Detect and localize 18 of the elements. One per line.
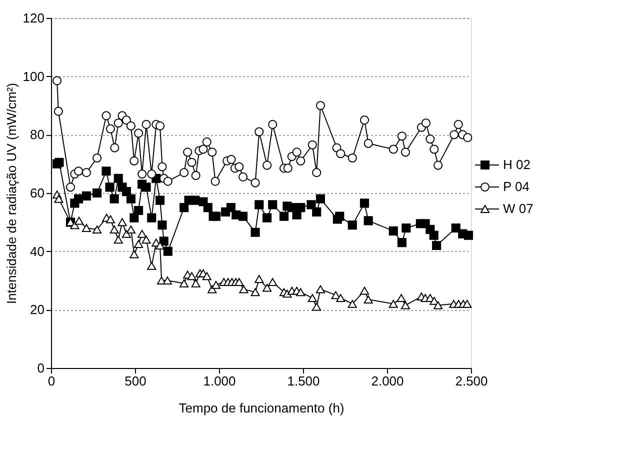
y-tick-label: 40 — [30, 244, 44, 259]
y-tick-label: 20 — [30, 302, 44, 318]
x-tick-label: 2.000 — [371, 374, 404, 388]
y-axis-title: Intensidade de radiação UV (mW/cm²) — [4, 82, 19, 304]
x-tick-label: 2.500 — [455, 374, 488, 388]
x-tick-label: 1.500 — [287, 374, 320, 388]
x-tick-label: 0 — [48, 374, 56, 388]
x-axis-title: Tempo de funcionamento (h) — [178, 400, 344, 416]
x-tick-label: 1.000 — [203, 374, 236, 388]
y-tick-label: 100 — [22, 68, 44, 84]
legend-label: W 07 — [503, 201, 534, 216]
y-tick-label: 120 — [22, 10, 44, 26]
y-tick-label: 80 — [30, 127, 44, 142]
y-tick-label: 0 — [37, 360, 44, 376]
x-tick-label: 500 — [124, 374, 146, 388]
legend-label: H 02 — [503, 157, 530, 172]
y-tick-label: 60 — [30, 186, 44, 200]
legend-label: P 04 — [503, 179, 530, 194]
